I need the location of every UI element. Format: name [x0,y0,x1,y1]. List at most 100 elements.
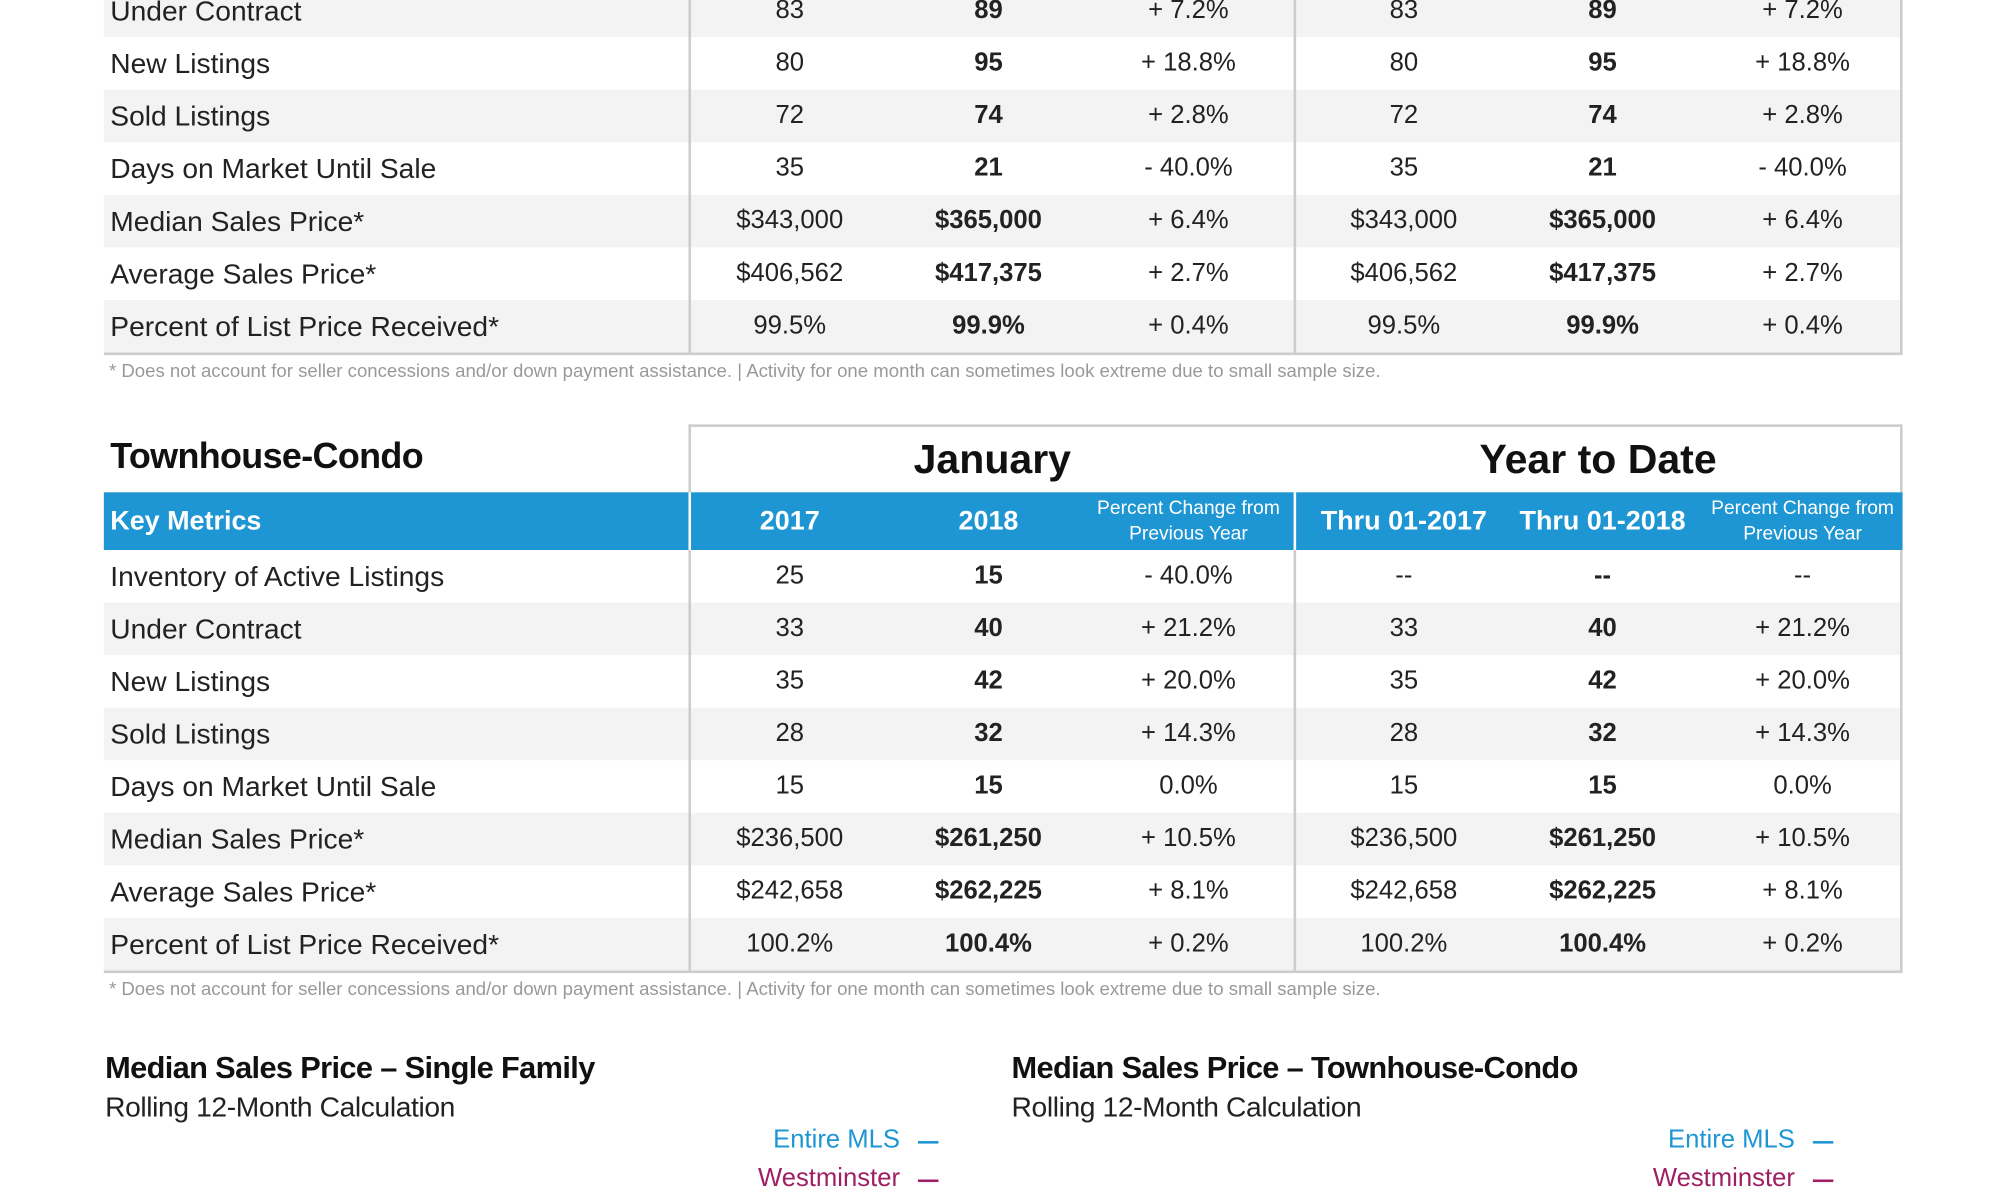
table-row [103,865,1902,918]
table-row [103,602,1902,656]
table-cell: $343,000 [736,206,844,235]
table-cell: $417,375 [934,258,1042,288]
table-cell: 35 [775,666,805,695]
table-cell: + 7.2% [1762,0,1843,25]
table-cell: 100.4% [944,929,1032,958]
table-cell: 99.9% [1566,311,1639,340]
table-cell: + 0.2% [1148,929,1229,958]
table-cell: + 2.7% [1762,258,1843,288]
header-divider [1293,492,1297,550]
table-cell: 35 [775,153,805,183]
table-cell: 15 [1588,771,1617,800]
header-cell: Key Metrics [110,505,262,536]
table-border [103,970,1903,974]
row-label: Under Contract [110,0,302,27]
table-row [103,247,1902,300]
table-cell: 32 [1588,719,1617,748]
chart-title: Median Sales Price – Townhouse-Condo [1011,1051,1579,1086]
table-row [103,655,1902,708]
table-cell: -- [1395,561,1413,590]
table-cell: - 40.0% [1758,153,1847,183]
table-cell: 99.9% [952,311,1025,340]
row-label: Median Sales Price* [110,204,365,237]
table-cell: + 0.4% [1148,311,1229,340]
table-cell: 99.5% [1367,311,1441,340]
table-cell: 74 [1588,101,1617,130]
column-border [688,549,692,972]
group-header: January [913,435,1071,482]
table-cell: $242,658 [736,876,844,906]
table-row [103,760,1902,813]
header-cell: 2018 [958,505,1019,536]
row-label: Median Sales Price* [110,822,365,855]
group-header: Year to Date [1479,435,1717,482]
table-cell: 15 [974,771,1003,800]
table-row [103,142,1902,195]
table-cell: 83 [1389,0,1419,25]
table-cell: 100.2% [746,929,834,958]
table-cell: 25 [775,561,805,590]
legend-label: Westminster [1652,1164,1795,1193]
table-cell: + 14.3% [1141,719,1236,748]
table-cell: $417,375 [1549,258,1657,288]
table-cell: 89 [1588,0,1617,25]
table-row [103,37,1902,90]
table-cell: 33 [1389,614,1419,643]
table-cell: $365,000 [1549,206,1657,235]
row-label: Days on Market Until Sale [110,151,437,184]
table-cell: 0.0% [1773,771,1832,800]
row-label: New Listings [110,46,271,79]
row-label: Sold Listings [110,717,271,750]
table-row [103,0,1902,38]
table-cell: 74 [974,101,1003,130]
legend-swatch [1812,1141,1834,1144]
row-label: Days on Market Until Sale [110,769,437,802]
table-cell: 100.2% [1360,929,1448,958]
table-cell: 21 [1588,153,1617,183]
table-row [103,812,1902,866]
column-border [1899,0,1903,354]
column-border [1899,549,1903,972]
table-border [103,352,1903,356]
table-cell: $236,500 [1350,824,1458,853]
row-label: Average Sales Price* [110,874,377,908]
table-cell: + 2.7% [1148,258,1229,288]
table-cell: + 18.8% [1141,48,1236,77]
table-cell: 35 [1389,666,1419,695]
header-row [103,492,1903,550]
table-cell: 21 [974,153,1003,183]
table-cell: + 0.2% [1762,929,1843,958]
row-label: Percent of List Price Received* [110,927,500,960]
table-cell: 83 [775,0,805,25]
row-label: Average Sales Price* [110,257,377,290]
header-cell: Percent Change from Previous Year [1711,496,1894,545]
table-row [103,549,1902,603]
table-cell: 28 [1389,719,1419,748]
table-cell: $262,225 [1549,876,1657,906]
table-cell: $242,658 [1350,876,1458,906]
table-cell: $236,500 [736,824,844,853]
table-cell: + 21.2% [1755,614,1850,643]
table-cell: 40 [974,614,1003,643]
table-cell: $262,225 [934,876,1042,906]
table-cell: + 14.3% [1755,719,1850,748]
table-cell: + 2.8% [1148,101,1229,130]
table-cell: 40 [1588,614,1617,643]
table-cell: 100.4% [1559,929,1647,958]
section-title: Townhouse-Condo [110,435,423,476]
table-cell: $343,000 [1350,206,1458,235]
table-row [103,707,1902,761]
table-cell: 80 [1389,48,1419,77]
table-cell: 72 [1389,101,1419,130]
column-border [1293,549,1297,972]
group-header-box [688,424,1903,493]
table-cell: + 8.1% [1762,876,1843,906]
table-cell: 42 [974,666,1003,695]
row-label: Percent of List Price Received* [110,309,500,342]
legend-swatch [1812,1179,1834,1183]
table-cell: 42 [1588,666,1617,695]
column-border [688,0,692,354]
table-cell: 32 [974,719,1003,748]
